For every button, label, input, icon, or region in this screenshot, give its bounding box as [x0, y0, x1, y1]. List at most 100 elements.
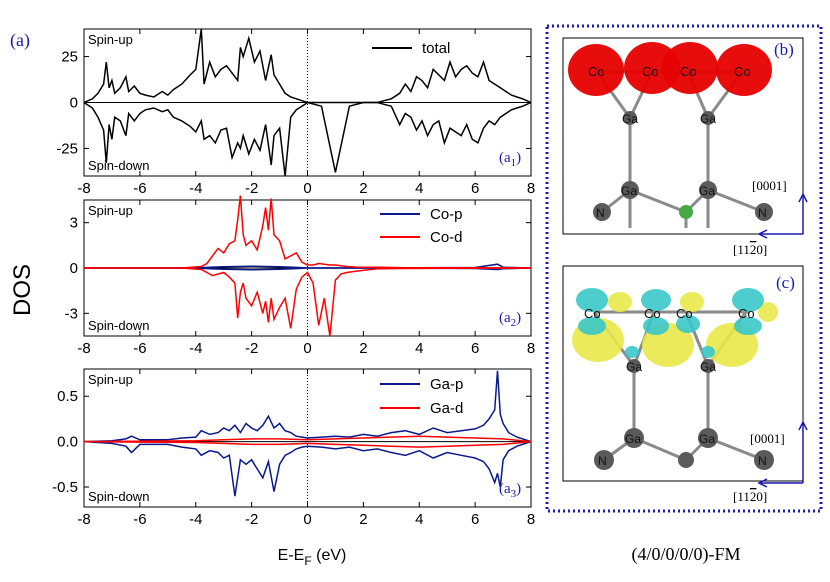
structure-c-label: (c) [776, 273, 795, 292]
series-line-ga-p-down [83, 440, 532, 497]
panel-sub-label: (a3) [499, 481, 521, 500]
ga-atom-label: Ga [621, 184, 637, 198]
legend-label: Co-p [430, 206, 463, 223]
y-tick-label: -25 [56, 140, 78, 157]
x-tick-label: -8 [77, 180, 90, 197]
x-tick-label: -2 [245, 180, 258, 197]
legend-label: Co-d [430, 229, 463, 246]
panel-sub-label: (a2) [499, 310, 521, 329]
ga-atom [621, 181, 639, 199]
structure-b-spin-lobes [568, 42, 772, 96]
ga-atom [701, 359, 715, 373]
ga-atom [627, 359, 641, 373]
co-spin-lobe [716, 44, 772, 96]
spin-down-label: Spin-down [88, 489, 149, 504]
structure-dotted-frame [545, 24, 823, 513]
direction-arrows-b [757, 192, 808, 239]
figure-caption: (4/0/0/0/0)-FM [631, 544, 740, 565]
co-atom-label: Co [734, 64, 751, 79]
x-axis-label: E-EF (eV) [278, 547, 347, 568]
co-atom-label: Co [676, 306, 693, 321]
x-tick-label: 0 [303, 511, 311, 528]
dos-panel-ga: -8 -6 -4 -2 0 2 4 6 8 -0.5 0.0 0.5 Ga-p Ga-d Spin-up Sp… [52, 368, 535, 528]
legend-label: Ga-d [430, 400, 463, 417]
x-tick-label: -6 [133, 180, 146, 197]
legend-label: total [422, 40, 450, 57]
x-tick-label: 8 [527, 511, 535, 528]
co-spin-lobe [568, 44, 624, 96]
y-tick-label: 3 [70, 215, 78, 232]
n-atom [754, 450, 774, 470]
x-tick-label: 0 [303, 340, 311, 357]
n-atom [755, 203, 773, 221]
ga-atom [698, 428, 718, 448]
y-tick-label: 0 [70, 260, 78, 277]
series-line-ga-d-down [83, 440, 532, 448]
x-tick-label: -6 [133, 340, 146, 357]
x-tick-label: 4 [415, 180, 423, 197]
series-line-co-p-down [84, 267, 532, 271]
co-atom-label: Co [644, 306, 661, 321]
ga-atom-label: Ga [700, 112, 716, 126]
figure-panel-label: (a) [10, 30, 30, 51]
y-tick-label: 0.5 [57, 388, 78, 405]
x-tick-label: -4 [189, 340, 202, 357]
ga-atom-label: Ga [625, 432, 641, 446]
ga-atom [701, 111, 715, 125]
x-tick-label: 6 [471, 180, 479, 197]
n-atom [679, 205, 693, 219]
spin-up-label: Spin-up [88, 203, 133, 218]
ga-atom [699, 181, 717, 199]
y-tick-label: 0.0 [57, 434, 78, 451]
series-line-ga-d-up [83, 435, 532, 443]
series-line-total-down [83, 101, 532, 177]
n-atom-label: N [596, 206, 605, 220]
x-tick-label: -4 [189, 180, 202, 197]
x-tick-label: 8 [527, 340, 535, 357]
series-line-co-d-up [84, 195, 532, 269]
dos-panel-total: -8 -6 -4 -2 0 2 4 6 8 -25 0 25 total Spin-up Spin-down… [56, 28, 535, 197]
spin-up-label: Spin-up [88, 32, 133, 47]
y-tick-label: 0 [70, 95, 78, 112]
ga-atom [624, 428, 644, 448]
co-atom-label: Co [584, 306, 601, 321]
series-line-co-p-up [84, 263, 532, 269]
n-atom-label: N [758, 454, 767, 468]
direction-0001-label: [0001] [752, 178, 787, 193]
x-tick-label: 4 [415, 340, 423, 357]
x-tick-label: 2 [359, 180, 367, 197]
spin-down-label: Spin-down [88, 318, 149, 333]
ga-atom-label: Ga [699, 184, 715, 198]
n-atom-label: N [758, 206, 767, 220]
structure-panel-c: Co Co Co Co Ga Ga Ga Ga N N (c) [0001] [… [562, 265, 808, 504]
structure-panel-b: Co Co Co Co Ga Ga Ga Ga N N (b) [0001] [… [562, 37, 808, 257]
y-tick-label: -3 [65, 305, 78, 322]
x-tick-label: 2 [359, 511, 367, 528]
co-atom-label: Co [642, 64, 659, 79]
y-tick-label: -0.5 [52, 479, 78, 496]
series-line-co-d-down [84, 267, 532, 337]
direction-1120-label: [1120] [733, 489, 767, 504]
legend-label: Ga-p [430, 376, 463, 393]
n-atom [678, 452, 694, 468]
ga-atom-label: Ga [622, 112, 638, 126]
co-atom-label: Co [588, 64, 605, 79]
dos-panel-co: -8 -6 -4 -2 0 2 4 6 8 -3 0 3 Co-p Co-d Spin-up Spin-dow… [65, 195, 535, 357]
spin-up-label: Spin-up [88, 372, 133, 387]
panel-sub-label: (a1) [499, 150, 521, 169]
x-tick-label: 2 [359, 340, 367, 357]
n-atom [594, 450, 614, 470]
x-tick-label: 8 [527, 180, 535, 197]
n-atom-label: N [598, 454, 607, 468]
x-tick-label: -8 [77, 340, 90, 357]
structure-c-cyan-lobes [576, 288, 764, 358]
series-line-ga-p-up [83, 370, 532, 443]
co-spin-lobe [662, 42, 718, 94]
x-tick-label: -2 [245, 511, 258, 528]
direction-1120-label: [1120] [733, 242, 767, 257]
series-line-total-up [83, 28, 532, 104]
structure-b-label: (b) [774, 40, 794, 59]
x-tick-label: -6 [133, 511, 146, 528]
x-tick-label: 0 [303, 180, 311, 197]
